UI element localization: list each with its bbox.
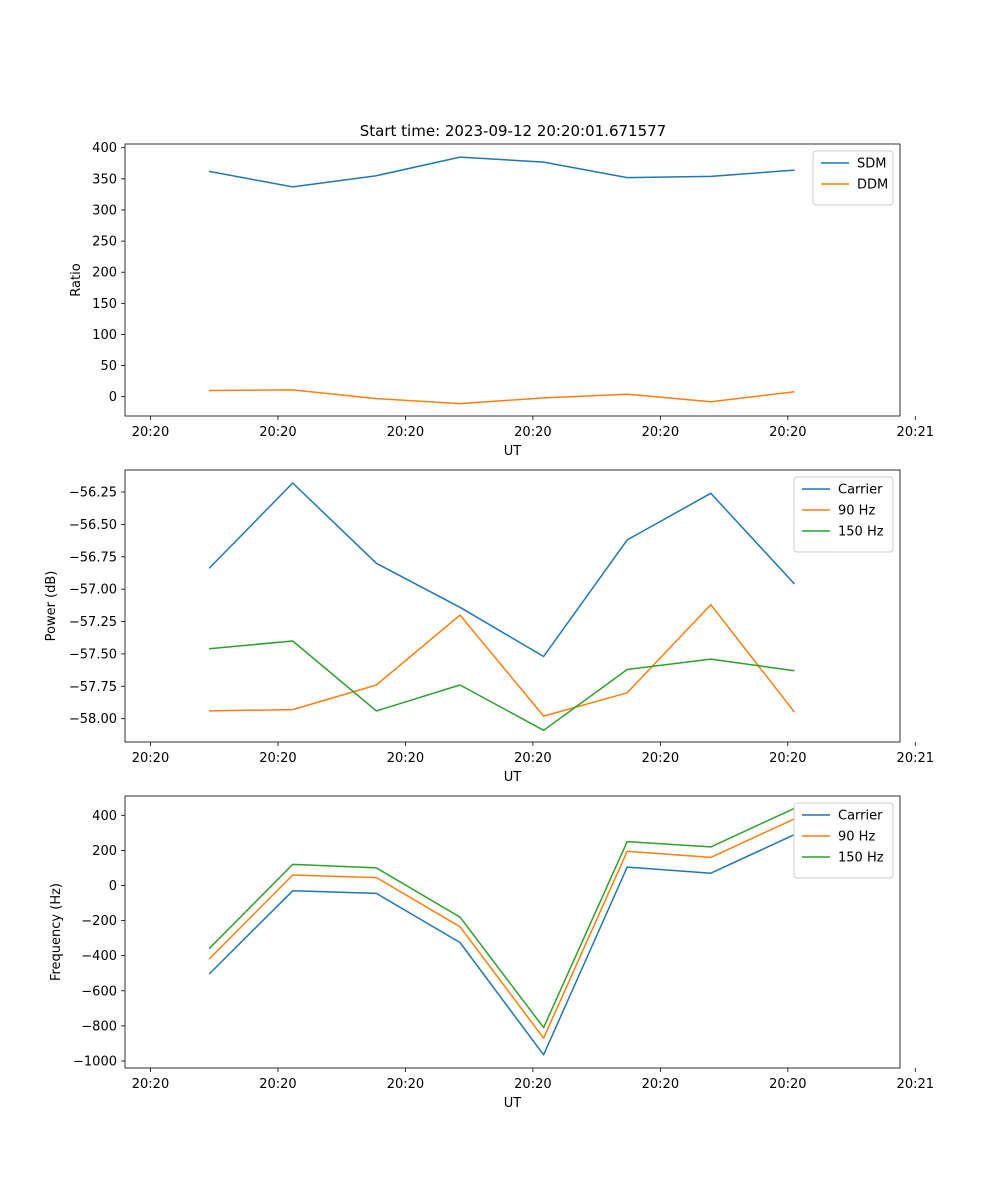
legend-label: SDM: [857, 157, 886, 172]
series-line-90-hz: [208, 818, 795, 1039]
series-line-ddm: [209, 389, 795, 405]
x-tick-label: 20:20: [642, 1077, 679, 1092]
y-tick-label: −400: [81, 949, 117, 964]
legend-box: [812, 150, 894, 206]
x-tick-label: 20:20: [769, 751, 806, 766]
y-tick-label: −57.50: [69, 647, 117, 662]
y-tick-label: −56.50: [69, 518, 117, 533]
x-tick-label: 20:20: [387, 1077, 424, 1092]
y-tick-label: −200: [81, 914, 117, 929]
legend-box: [793, 476, 894, 553]
y-tick-label: −800: [81, 1019, 117, 1034]
series-line-sdm: [208, 156, 795, 188]
y-tick-label: 250: [92, 235, 117, 250]
x-tick-label: 20:20: [514, 1077, 551, 1092]
x-tick-label: 20:20: [132, 425, 169, 440]
series-line-150-hz: [209, 640, 795, 732]
x-axis-label: UT: [504, 1096, 522, 1111]
y-tick-label: 200: [92, 266, 117, 281]
y-tick-label: −57.75: [69, 680, 117, 695]
y-tick-label: −600: [81, 984, 117, 999]
y-tick-label: −56.25: [69, 486, 117, 501]
x-tick-label: 20:20: [132, 1077, 169, 1092]
y-tick-label: 400: [92, 809, 117, 824]
subplot-power: 20:20 20:20 20:20 20:20 20:20 20:20 20:21 −58.0…: [44, 469, 934, 785]
legend-label: DDM: [857, 178, 888, 193]
axes-frame: [124, 469, 901, 743]
x-tick-label: 20:21: [897, 425, 934, 440]
legend-label: 90 Hz: [838, 830, 875, 845]
y-tick-label: −56.75: [69, 550, 117, 565]
y-tick-label: 300: [92, 203, 117, 218]
x-tick-label: 20:20: [259, 425, 296, 440]
y-tick-label: 50: [100, 359, 117, 374]
legend-box: [793, 802, 894, 879]
x-tick-label: 20:20: [642, 751, 679, 766]
axes-frame: [124, 143, 901, 417]
x-tick-label: 20:20: [259, 1077, 296, 1092]
y-tick-label: 0: [109, 879, 117, 894]
y-axis-label: Ratio: [69, 263, 84, 296]
x-tick-label: 20:21: [897, 751, 934, 766]
y-tick-label: 100: [92, 328, 117, 343]
y-tick-label: 200: [92, 844, 117, 859]
x-tick-label: 20:20: [514, 425, 551, 440]
series-line-carrier: [208, 482, 796, 658]
legend-label: Carrier: [838, 809, 883, 824]
x-axis-label: UT: [504, 770, 522, 785]
y-tick-label: −57.00: [69, 583, 117, 598]
legend-label: 150 Hz: [838, 525, 884, 540]
x-tick-label: 20:20: [259, 751, 296, 766]
series-line-carrier: [208, 833, 795, 1056]
y-tick-label: −1000: [73, 1054, 117, 1069]
x-tick-label: 20:20: [769, 1077, 806, 1092]
x-tick-label: 20:21: [897, 1077, 934, 1092]
legend-label: Carrier: [838, 483, 883, 498]
x-tick-label: 20:20: [387, 425, 424, 440]
x-tick-label: 20:20: [514, 751, 551, 766]
y-tick-label: 400: [92, 141, 117, 156]
series-line-150-hz: [208, 807, 795, 1029]
subplot-frequency: 20:20 20:20 20:20 20:20 20:20 20:20 20:21 −1000…: [49, 795, 934, 1111]
y-axis-label: Frequency (Hz): [49, 883, 64, 981]
y-tick-label: 0: [109, 390, 117, 405]
series-line-90-hz: [209, 603, 796, 717]
y-tick-label: 350: [92, 172, 117, 187]
axes-frame: [124, 795, 901, 1069]
y-tick-label: 150: [92, 297, 117, 312]
x-tick-label: 20:20: [387, 751, 424, 766]
legend-label: 90 Hz: [838, 504, 875, 519]
x-tick-label: 20:20: [642, 425, 679, 440]
subplot-ratio: 20:20 20:20 20:20 20:20 20:20 20:20 20:21 0 50 10…: [69, 141, 934, 459]
figure-title: Start time: 2023-09-12 20:20:01.671577: [360, 122, 666, 140]
y-tick-label: −57.25: [69, 615, 117, 630]
x-tick-label: 20:20: [769, 425, 806, 440]
y-tick-label: −58.00: [69, 712, 117, 727]
legend-label: 150 Hz: [838, 851, 884, 866]
x-tick-label: 20:20: [132, 751, 169, 766]
x-axis-label: UT: [504, 444, 522, 459]
y-axis-label: Power (dB): [44, 571, 59, 642]
